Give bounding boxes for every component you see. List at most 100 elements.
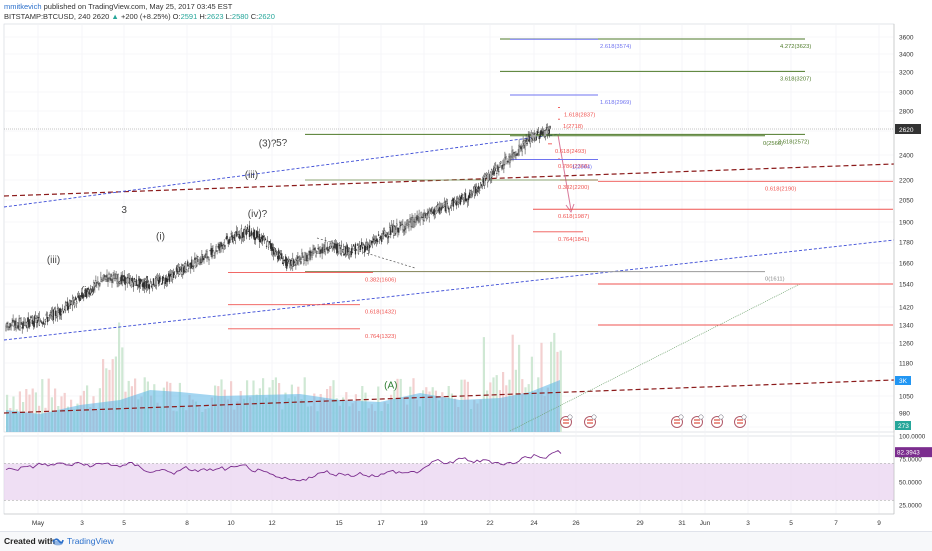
flag-stripe [563,419,569,424]
candle-body [100,276,102,282]
candle-body [121,274,123,282]
candle-body [475,186,477,194]
candle-body [40,321,42,323]
candle-body [187,261,189,266]
flag-stripe [694,419,700,424]
tradingview-logo-icon[interactable] [52,536,64,546]
candle-body [64,302,67,311]
candle-body [375,239,377,241]
candle-body [133,278,135,280]
candle-body [310,251,312,253]
candle-body [306,255,308,261]
candle-body [29,319,31,323]
candle-body [18,318,20,330]
candle-body [337,243,339,252]
event-flag-icon[interactable] [560,414,573,428]
candle-body [107,277,109,282]
candle-body [230,233,232,235]
event-flag-icon[interactable] [691,414,704,428]
candle-body [103,274,105,279]
candle-body [357,246,360,254]
candle-body [301,253,303,258]
candle-body [174,271,176,273]
candle-body [114,278,116,282]
candle-body [391,225,393,232]
candle-body [28,319,30,328]
candle-body [91,290,93,293]
candle-body [333,243,335,249]
price-tick: 1340 [899,323,914,330]
candle-body [231,235,233,241]
time-tick: 31 [678,520,686,527]
candle-body [533,134,535,138]
fib-levels: 4.272(3623) 3.618(3207) 2.618(2572) 2.618(3… [4,38,894,340]
candle-body [514,151,516,156]
candle-body [192,266,194,269]
candle-body [338,244,340,246]
price-chart[interactable]: 4.272(3623) 3.618(3207) 2.618(2572) 2.618(3… [0,0,932,531]
candle-body [488,172,490,181]
author-link[interactable]: mmitkevich [4,2,42,11]
candle-body [259,239,262,243]
candle-body [96,282,98,284]
candle-body [5,325,7,331]
candle-body [356,244,359,246]
candle-body [42,321,44,325]
candle-body [303,259,305,264]
candle-body [315,254,317,258]
event-flag-icon[interactable] [734,414,747,428]
candle-body [116,278,118,284]
tradingview-brand[interactable]: TradingView [67,536,114,546]
candle-body [242,231,244,238]
price-change: +200 (+8.25%) [120,12,171,21]
candle-body [6,322,8,324]
wave-label: (A) [384,380,397,391]
event-circle [560,416,572,428]
candle-body [412,217,414,228]
candle-body [34,315,36,318]
candle-body [365,242,368,248]
candle-body [255,230,258,239]
candle-body [13,325,15,328]
candle-body [35,318,37,323]
candle-body [238,234,240,239]
fib-label: 3.618(3207) [780,76,811,82]
candle-body [75,297,77,300]
candle-body [509,156,511,164]
candle-body [362,244,365,245]
candle-body [39,320,41,322]
candle-body [165,278,168,282]
last-price-tag [895,124,921,134]
candle-body [534,133,536,141]
candle-body [366,245,369,250]
rsi-tick: 75.0000 [899,456,922,463]
candle-body [159,277,162,280]
candle-body [254,237,257,241]
event-count-dot [678,414,684,420]
event-flag-icon[interactable] [671,414,684,428]
candle-body [300,261,302,264]
price-tick: 1660 [899,261,914,268]
event-flag-icon[interactable] [584,414,597,428]
candle-body [37,316,39,319]
fib-label: 1(2718) [563,124,583,130]
candle-body [128,277,130,280]
candle-body [438,206,440,214]
candle-body [293,259,295,265]
symbol-label[interactable]: BITSTAMP:BTCUSD, 240 [4,12,91,21]
candle-body [244,226,246,231]
candle-body [414,217,416,223]
candle-body [38,317,40,326]
candle-body [376,238,378,242]
candle-body [519,145,521,148]
event-icons[interactable] [560,414,747,428]
candle-body [450,203,453,206]
candle-body [481,184,483,187]
low-label: L: [225,12,232,21]
volume-ma-area [6,380,560,432]
candle-body [157,279,160,285]
event-flag-icon[interactable] [711,414,724,428]
candle-body [323,249,325,251]
candle-body [294,262,296,266]
candle-body [57,310,60,313]
